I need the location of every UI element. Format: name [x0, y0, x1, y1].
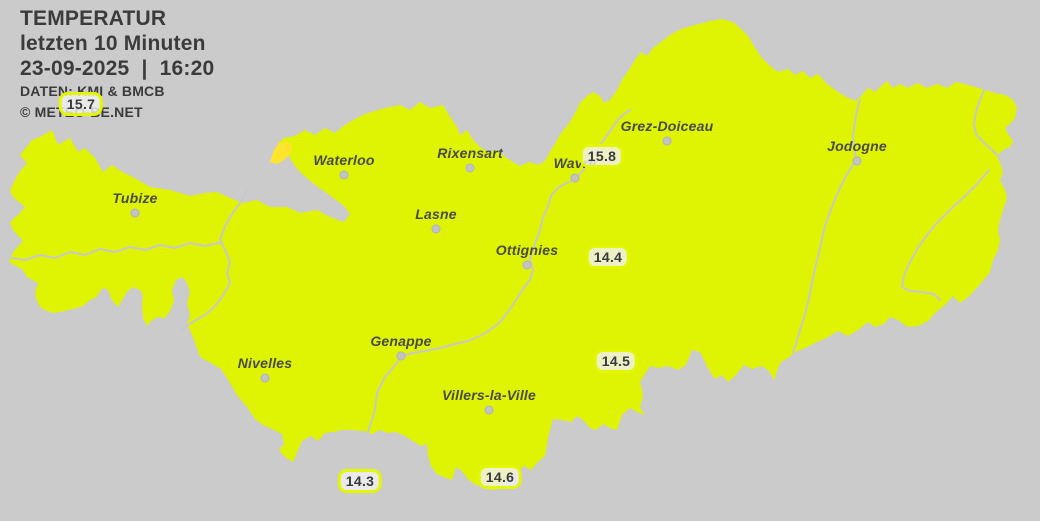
- city-label: Waterloo: [313, 152, 375, 168]
- city-label: Nivelles: [237, 355, 293, 371]
- city-label: Genappe: [370, 333, 432, 349]
- map-header: TEMPERATUR letzten 10 Minuten 23-09-2025…: [20, 6, 214, 122]
- city-dot: [662, 136, 672, 146]
- temperature-badge: 15.7: [58, 92, 104, 116]
- warm-temperature-patch: [270, 141, 293, 164]
- data-source: DATEN: KMI & BMCB: [20, 83, 165, 99]
- city-label: Ottignies: [495, 242, 559, 258]
- city-dot: [260, 373, 270, 383]
- city-label: Jodogne: [827, 138, 887, 154]
- city-dot: [339, 170, 349, 180]
- date-time: 23-09-2025 | 16:20: [20, 57, 215, 80]
- city-dot: [570, 173, 580, 183]
- city-dot: [484, 405, 494, 415]
- city-label: Tubize: [112, 190, 158, 206]
- city-dot: [522, 260, 532, 270]
- copyright-notice: © METEO-BE.NET: [20, 103, 143, 120]
- city-dot: [431, 224, 441, 234]
- city-dot: [396, 351, 406, 361]
- city-dot: [130, 208, 140, 218]
- city-label: Villers-la-Ville: [442, 387, 536, 403]
- temperature-badge: 14.4: [585, 245, 631, 269]
- province-shape: [9, 19, 1017, 490]
- temperature-badge: 14.3: [337, 469, 383, 493]
- city-dot: [465, 163, 475, 173]
- city-label: Grez-Doiceau: [620, 118, 714, 134]
- temperature-badge: 15.8: [579, 144, 625, 168]
- city-dot: [852, 156, 862, 166]
- city-label: Lasne: [415, 206, 457, 222]
- page-title: TEMPERATUR: [20, 7, 167, 30]
- page-subtitle: letzten 10 Minuten: [20, 32, 206, 55]
- temperature-badge: 14.6: [477, 465, 523, 489]
- city-label: Rixensart: [437, 145, 503, 161]
- temperature-badge: 14.5: [593, 349, 639, 373]
